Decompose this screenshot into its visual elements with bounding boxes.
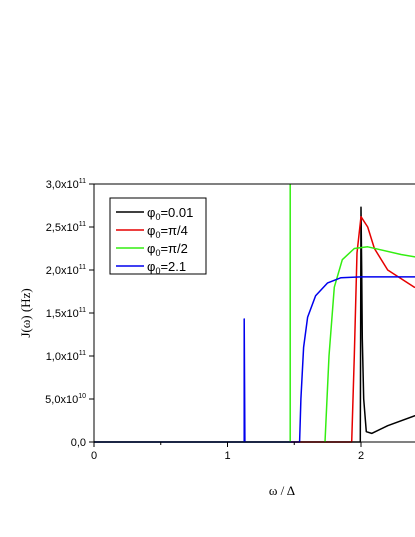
x-tick-label-1: 1 bbox=[224, 450, 230, 462]
x-axis-title: ω / Δ bbox=[269, 483, 295, 498]
x-tick-label-2: 2 bbox=[358, 450, 364, 462]
y-tick-label-0: 0,0 bbox=[71, 437, 86, 449]
series-line-2-b bbox=[324, 246, 415, 443]
series-line-0 bbox=[94, 206, 415, 443]
y-tick-label-5: 2,5x1011 bbox=[46, 221, 86, 234]
series-line-3 bbox=[94, 276, 415, 443]
legend-label-0: φ0=0.01 bbox=[147, 205, 193, 222]
legend-label-3: φ0=2.1 bbox=[147, 259, 186, 276]
x-tick-label-0: 0 bbox=[91, 450, 97, 462]
legend-label-2: φ0=π/2 bbox=[147, 241, 188, 258]
legend-label-1: φ0=π/4 bbox=[147, 223, 188, 240]
y-tick-label-1: 5,0x1010 bbox=[45, 393, 86, 406]
y-tick-label-2: 1,0x1011 bbox=[46, 350, 86, 363]
series-line-1 bbox=[94, 215, 415, 443]
y-tick-label-6: 3,0x1011 bbox=[46, 178, 86, 191]
y-tick-label-3: 1,5x1011 bbox=[46, 307, 86, 320]
y-tick-label-4: 2,0x1011 bbox=[46, 264, 86, 277]
legend-box bbox=[109, 197, 207, 275]
y-axis-title: J(ω) (Hz) bbox=[18, 288, 33, 337]
